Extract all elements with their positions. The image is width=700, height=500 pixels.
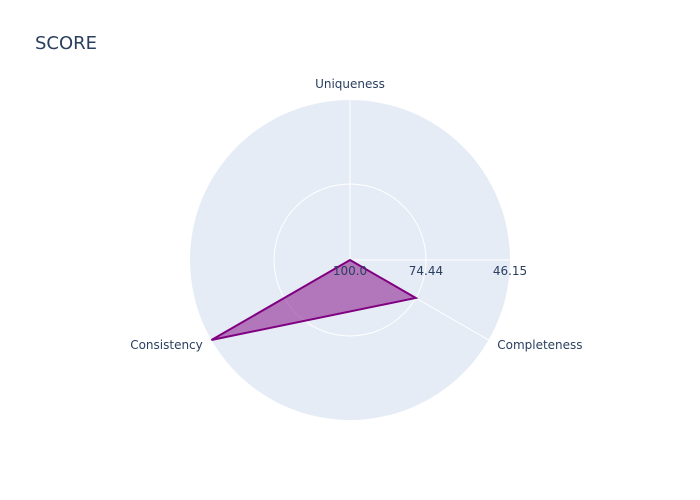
- series-polygon-0: [210, 258, 419, 341]
- radial-tick-label-1: 74.44: [409, 264, 443, 278]
- chart-title: SCORE: [35, 33, 98, 54]
- axis-label-completeness: Completeness: [497, 338, 582, 352]
- radial-tick-label-2: 46.15: [493, 264, 527, 278]
- axis-label-consistency: Consistency: [130, 338, 203, 352]
- axis-label-uniqueness: Uniqueness: [315, 77, 385, 91]
- radial-tick-label-0: 100.0: [333, 264, 367, 278]
